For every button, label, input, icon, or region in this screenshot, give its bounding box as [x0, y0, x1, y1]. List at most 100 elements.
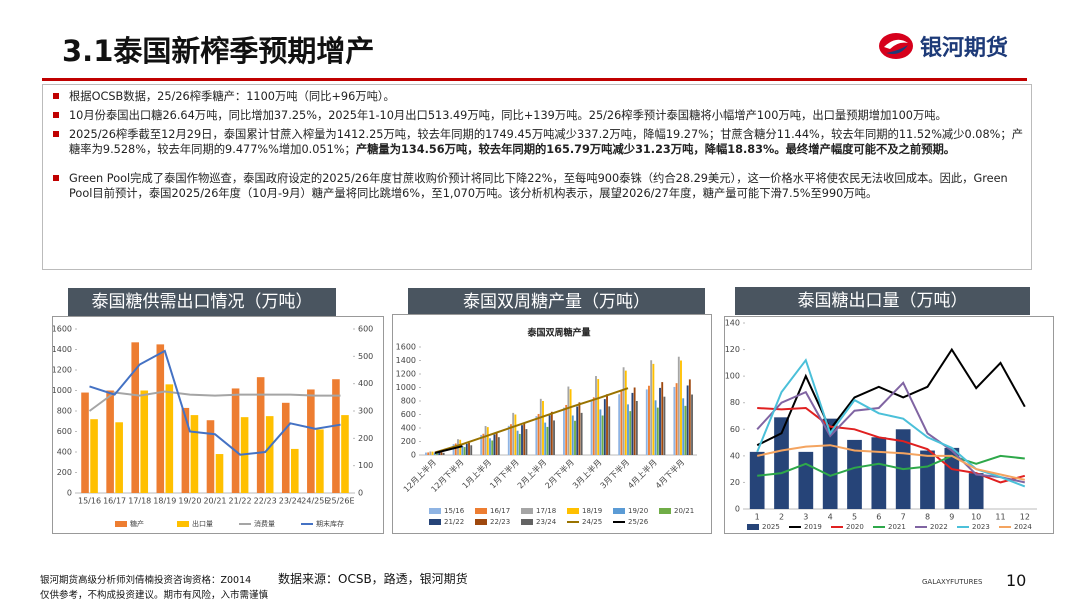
- x-tick-label: 8: [925, 513, 930, 522]
- bar: [433, 452, 436, 455]
- legend-label: 2024: [1014, 523, 1032, 531]
- bar: [525, 429, 528, 455]
- bullet-text: 2025/26榨季截至12月29日，泰国累计甘蔗入榨量为1412.25万吨，较去…: [69, 128, 1024, 156]
- bar: [622, 367, 625, 455]
- y-tick-label: 140: [725, 319, 740, 328]
- bar: [512, 412, 515, 455]
- bar: [595, 376, 597, 455]
- bar: [181, 407, 190, 493]
- bar: [686, 385, 689, 455]
- bar: [606, 394, 608, 455]
- y-tick-label: 800: [401, 397, 416, 406]
- bar: [131, 342, 140, 493]
- bar: [749, 451, 765, 509]
- bar: [470, 445, 473, 455]
- bar: [440, 452, 443, 455]
- bar: [480, 434, 483, 455]
- x-tick-label: 7: [901, 513, 906, 522]
- bar: [290, 448, 299, 493]
- bar: [510, 424, 512, 455]
- bar: [590, 400, 593, 455]
- legend-label: 17/18: [536, 507, 556, 515]
- bar: [565, 404, 568, 455]
- bar: [548, 415, 551, 455]
- line-series: [756, 444, 1026, 481]
- bar: [81, 392, 89, 493]
- x-tick-label: 9: [949, 513, 954, 522]
- bar: [115, 422, 123, 493]
- y-tick-label: 1400: [396, 356, 416, 365]
- legend-label: 消费量: [254, 519, 275, 528]
- bar: [567, 386, 570, 455]
- bar: [493, 434, 496, 455]
- bullet: 2025/26榨季截至12月29日，泰国累计甘蔗入榨量为1412.25万吨，较去…: [51, 127, 1023, 157]
- bar: [798, 451, 814, 509]
- x-tick-label: 19/20: [178, 497, 201, 506]
- x-tick-label: 11: [995, 513, 1005, 522]
- bar: [231, 388, 240, 493]
- bar: [438, 452, 441, 455]
- logo: 银河期货: [878, 30, 1008, 62]
- page-number: 10: [1006, 571, 1027, 590]
- bar: [429, 451, 432, 455]
- bar: [627, 404, 629, 455]
- x-tick-label: 20/21: [203, 497, 226, 506]
- y-tick-label: 1000: [52, 386, 72, 395]
- bar: [544, 422, 547, 455]
- bar: [822, 418, 838, 509]
- x-tick-label: 2: [779, 513, 784, 522]
- bar: [436, 453, 438, 455]
- bar: [497, 437, 500, 455]
- x-tick-label: 6: [876, 513, 881, 522]
- bar: [574, 420, 576, 455]
- legend-swatch: [613, 508, 625, 514]
- legend-label: 期末库存: [316, 519, 344, 528]
- legend-label: 18/19: [582, 507, 602, 515]
- legend-label: 15/16: [444, 507, 465, 515]
- panel-heading: 泰国糖供需出口情况（万吨）: [68, 288, 336, 316]
- bar: [427, 452, 430, 455]
- bar: [663, 396, 666, 455]
- legend-swatch: [659, 508, 671, 514]
- bar: [592, 397, 595, 455]
- x-tick-label: 22/23: [254, 497, 277, 506]
- bar: [684, 405, 687, 455]
- bullet: 10月份泰国出口糖26.64万吨，同比增加37.25%，2025年1-10月出口…: [51, 108, 1023, 123]
- line-series: [434, 387, 629, 454]
- bar: [618, 394, 621, 455]
- x-tick-label: 17/18: [128, 497, 151, 506]
- y2-tick-label: 600: [358, 325, 373, 334]
- legend-label: 2020: [846, 523, 864, 531]
- bar: [537, 413, 540, 455]
- x-tick-label: 10: [971, 513, 981, 522]
- bar: [507, 425, 510, 455]
- legend-swatch: [429, 519, 441, 525]
- y-tick-label: 40: [730, 451, 740, 460]
- slide-title: 3.1泰国新榨季预期增产: [62, 34, 375, 68]
- y-tick-label: 1600: [396, 343, 416, 352]
- bar: [624, 370, 627, 455]
- bar: [468, 442, 470, 455]
- bullet-box: 根据OCSB数据，25/26榨季糖产：1100万吨（同比+96万吨）。 10月份泰…: [42, 84, 1032, 270]
- bar: [523, 422, 526, 455]
- bar: [486, 427, 489, 455]
- panel-heading: 泰国糖出口量（万吨）: [735, 287, 1030, 315]
- bar: [491, 440, 494, 455]
- bar: [691, 394, 693, 455]
- y2-tick-label: 400: [358, 379, 373, 388]
- bar: [682, 398, 685, 455]
- legend-label: 2019: [804, 523, 822, 531]
- bar: [580, 412, 583, 455]
- y-tick-label: 600: [401, 410, 416, 419]
- bar: [599, 409, 602, 455]
- y2-tick-label: 500: [358, 352, 373, 361]
- y-tick-label: 400: [57, 448, 72, 457]
- line-series: [756, 381, 1026, 484]
- bar: [316, 429, 324, 493]
- bar: [871, 437, 887, 509]
- legend-swatch: [115, 521, 127, 527]
- bar: [442, 452, 445, 455]
- chart: 0 200 400 600 800 1000 1200 1400 1600 0 100 200 300 4…: [52, 316, 384, 534]
- bar: [307, 389, 315, 493]
- legend-label: 19/20: [628, 507, 648, 515]
